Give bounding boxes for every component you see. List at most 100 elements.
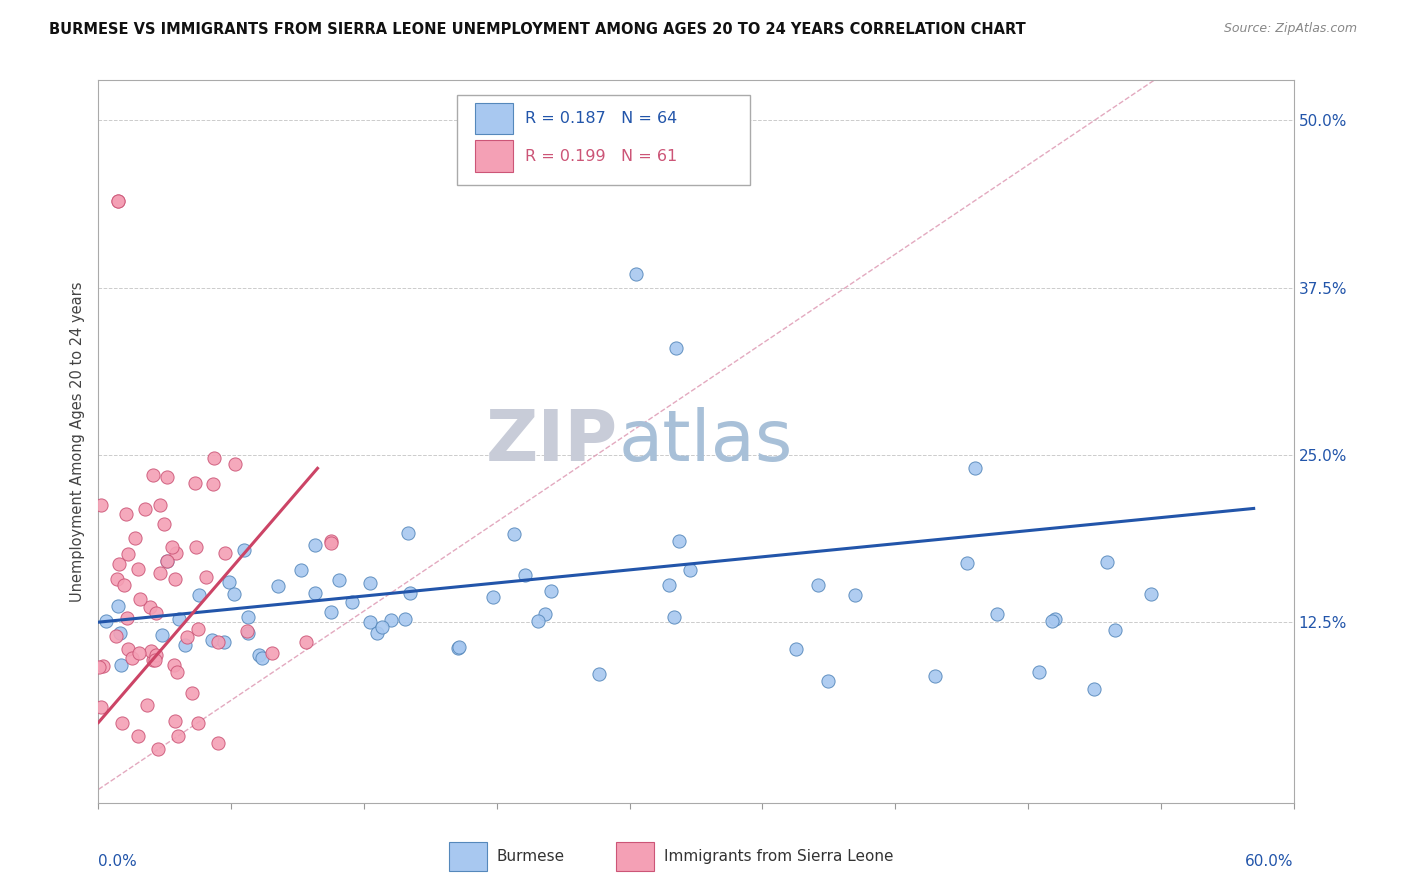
Point [319,534,342,549]
Point [145,648,167,662]
Point [117,641,139,656]
Point [394,612,416,626]
Point [134,502,156,516]
Point [107,194,129,208]
Point [91,659,114,673]
Text: Immigrants from Sierra Leone: Immigrants from Sierra Leone [664,849,893,863]
Point [143,653,166,667]
Text: Burmese: Burmese [496,849,565,863]
Point [678,564,700,578]
Point [141,644,163,658]
Point [90,498,112,512]
Point [321,605,343,619]
Point [121,651,143,665]
Point [110,657,132,672]
Point [108,625,131,640]
Point [665,341,688,355]
Point [167,729,190,743]
Point [176,630,198,644]
Point [142,652,165,666]
Text: ZIP: ZIP [486,407,619,476]
Point [956,556,979,570]
FancyBboxPatch shape [475,140,513,172]
Point [160,540,183,554]
Point [533,607,555,621]
Point [104,629,127,643]
Point [107,599,129,613]
Point [396,525,419,540]
Point [108,558,131,572]
Point [150,628,173,642]
Point [184,476,207,491]
FancyBboxPatch shape [616,842,654,871]
Point [233,542,256,557]
Point [115,611,138,625]
Point [124,531,146,545]
Point [527,614,550,628]
FancyBboxPatch shape [449,842,486,871]
Point [328,573,350,587]
Point [371,620,394,634]
Point [187,715,209,730]
Point [1097,554,1119,568]
Point [236,626,259,640]
Point [924,669,946,683]
Point [187,588,209,602]
Point [359,615,381,629]
Text: BURMESE VS IMMIGRANTS FROM SIERRA LEONE UNEMPLOYMENT AMONG AGES 20 TO 24 YEARS C: BURMESE VS IMMIGRANTS FROM SIERRA LEONE … [49,22,1026,37]
Point [503,527,526,541]
Point [207,635,229,649]
Point [366,625,388,640]
Point [449,640,471,654]
Point [128,646,150,660]
Point [1028,665,1050,680]
Point [399,586,422,600]
Point [260,646,283,660]
Point [1083,682,1105,697]
Point [1140,587,1163,601]
Point [173,639,195,653]
Point [142,467,165,482]
Point [184,540,207,554]
Point [128,592,150,607]
Point [267,579,290,593]
Point [115,507,138,521]
Point [380,613,402,627]
Point [156,553,179,567]
Point [963,461,986,475]
Point [785,642,807,657]
Point [247,648,270,662]
FancyBboxPatch shape [475,103,513,135]
Point [111,715,134,730]
Point [844,589,866,603]
Point [304,538,326,552]
Y-axis label: Unemployment Among Ages 20 to 24 years: Unemployment Among Ages 20 to 24 years [70,281,86,602]
Text: atlas: atlas [619,407,793,476]
Point [163,572,186,586]
Point [112,578,135,592]
Point [986,607,1008,622]
Point [668,534,690,549]
Point [340,595,363,609]
Text: Source: ZipAtlas.com: Source: ZipAtlas.com [1223,22,1357,36]
Point [658,578,681,592]
Point [138,599,160,614]
Point [180,686,202,700]
Point [105,572,128,586]
Point [588,667,610,681]
Point [156,554,179,568]
Point [482,590,505,604]
Point [117,547,139,561]
Point [207,735,229,749]
Point [252,651,274,665]
Point [167,611,190,625]
Point [165,714,187,728]
Point [222,587,245,601]
Point [89,660,111,674]
Point [359,576,381,591]
Point [127,729,149,743]
Point [94,614,117,628]
Text: 60.0%: 60.0% [1246,854,1294,869]
Point [202,477,225,491]
Point [214,635,236,649]
